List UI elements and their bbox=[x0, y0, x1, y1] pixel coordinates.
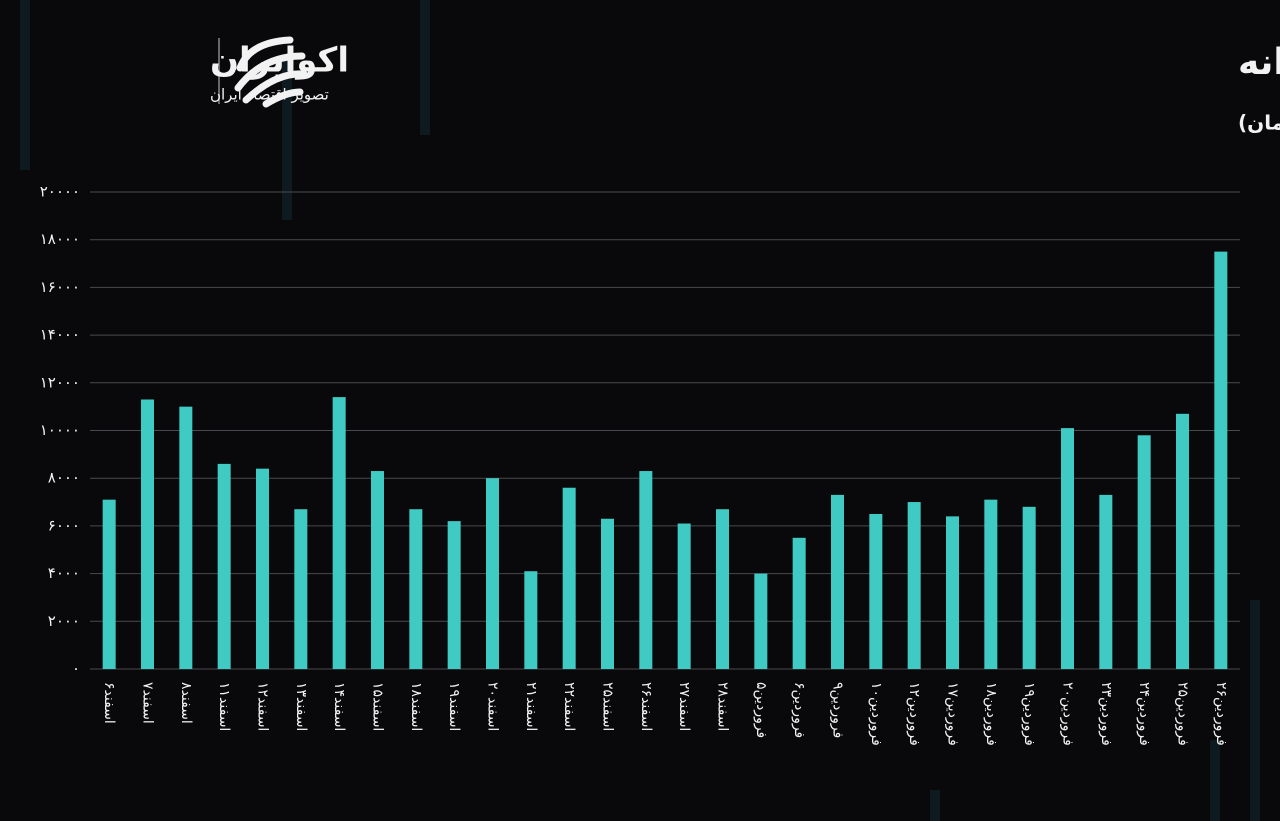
x-tick-label: اسفند۱۳ bbox=[293, 682, 309, 731]
x-tick-label: فروردین۵ bbox=[753, 682, 769, 738]
x-tick-label: اسفند۲۰ bbox=[485, 682, 501, 731]
x-tick-label: فروردین۲۳ bbox=[1098, 682, 1114, 746]
x-tick-label: فروردین۱۹ bbox=[1021, 682, 1037, 746]
bar bbox=[294, 509, 308, 669]
y-tick-label: ۱۴۰۰۰ bbox=[40, 326, 80, 344]
y-tick-label: ۰ bbox=[72, 660, 80, 678]
bar bbox=[102, 499, 116, 669]
x-tick-label: فروردین۲۰ bbox=[1060, 682, 1076, 746]
background-decoration bbox=[20, 0, 1260, 821]
x-tick-label: اسفند۲۸ bbox=[715, 682, 731, 731]
bar bbox=[447, 521, 461, 669]
y-tick-label: ۴۰۰۰ bbox=[48, 564, 80, 582]
x-tick-label: اسفند۲۲ bbox=[561, 682, 577, 731]
x-tick-label: اسفند۱۱ bbox=[216, 682, 232, 731]
y-tick-label: ۲۰۰۰۰ bbox=[40, 183, 80, 201]
x-tick-label: اسفند۱۴ bbox=[331, 682, 347, 731]
y-tick-label: ۶۰۰۰ bbox=[48, 516, 80, 534]
x-tick-label: فروردین۱۷ bbox=[945, 682, 961, 746]
bar bbox=[179, 406, 193, 669]
y-tick-label: ۲۰۰۰ bbox=[48, 612, 80, 630]
y-tick-label: ۸۰۰۰ bbox=[48, 469, 80, 487]
x-tick-label: فروردین۲۴ bbox=[1136, 682, 1152, 746]
bar bbox=[831, 494, 844, 669]
bar bbox=[486, 478, 499, 669]
bar bbox=[1214, 251, 1228, 669]
brand-logo: اکوایران تصویر اقتصاد ایران bbox=[210, 36, 349, 108]
x-tick-label: فروردین۲۶ bbox=[1213, 682, 1229, 746]
x-tick-label: اسفند۲۷ bbox=[676, 682, 692, 731]
bar bbox=[217, 463, 231, 669]
x-tick-label: فروردین۶ bbox=[791, 682, 807, 738]
x-tick-label: اسفند۸ bbox=[178, 682, 194, 724]
x-tick-label: اسفند۱۲ bbox=[255, 682, 271, 731]
bar bbox=[1099, 494, 1113, 669]
bar bbox=[562, 487, 576, 669]
x-tick-label: اسفند۷ bbox=[140, 682, 156, 724]
bar bbox=[371, 471, 384, 669]
x-tick-label: اسفند۱۵ bbox=[370, 682, 386, 731]
y-tick-label: ۱۰۰۰۰ bbox=[40, 421, 80, 439]
bar bbox=[716, 509, 729, 669]
bar bbox=[677, 523, 691, 669]
bar bbox=[524, 571, 538, 669]
x-tick-label: فروردین۹ bbox=[830, 682, 846, 738]
bar bbox=[1176, 413, 1189, 669]
bar bbox=[639, 471, 653, 669]
x-tick-label: اسفند۱۸ bbox=[408, 682, 424, 731]
bar bbox=[1022, 506, 1036, 669]
x-tick-label: فروردین۱۲ bbox=[906, 682, 922, 746]
chart-subtitle: (واحد: میلیارد تومان) bbox=[1238, 111, 1280, 135]
bar bbox=[332, 397, 346, 669]
x-tick-label: فروردین۱۸ bbox=[983, 682, 999, 746]
bar bbox=[1061, 428, 1074, 669]
chart-title: روند ارزش معاملات خرد روزانه bbox=[1238, 42, 1280, 83]
bar bbox=[141, 399, 154, 669]
x-tick-label: اسفند۲۵ bbox=[600, 682, 616, 731]
y-tick-label: ۱۲۰۰۰ bbox=[40, 373, 80, 391]
bar bbox=[601, 518, 614, 669]
x-tick-label: اسفند۲۶ bbox=[638, 682, 654, 731]
bar bbox=[946, 516, 959, 669]
bar bbox=[869, 513, 883, 669]
x-tick-label: اسفند۱۹ bbox=[446, 682, 462, 731]
bar bbox=[409, 509, 423, 669]
bar bbox=[984, 499, 998, 669]
x-tick-label: فروردین۱۰ bbox=[868, 682, 884, 746]
x-tick-label: فروردین۲۵ bbox=[1175, 682, 1191, 746]
x-tick-label: اسفند۲۱ bbox=[523, 682, 539, 731]
x-tick-label: اسفند۶ bbox=[101, 682, 117, 724]
y-tick-label: ۱۸۰۰۰ bbox=[40, 230, 80, 248]
brand-name: اکوایران bbox=[210, 41, 349, 81]
bar bbox=[1137, 435, 1151, 669]
bar bbox=[907, 502, 921, 669]
bar bbox=[256, 468, 269, 669]
y-tick-label: ۱۶۰۰۰ bbox=[40, 278, 80, 296]
brand-tagline: تصویر اقتصاد ایران bbox=[210, 86, 329, 104]
bar bbox=[792, 537, 806, 669]
bar bbox=[754, 573, 768, 669]
